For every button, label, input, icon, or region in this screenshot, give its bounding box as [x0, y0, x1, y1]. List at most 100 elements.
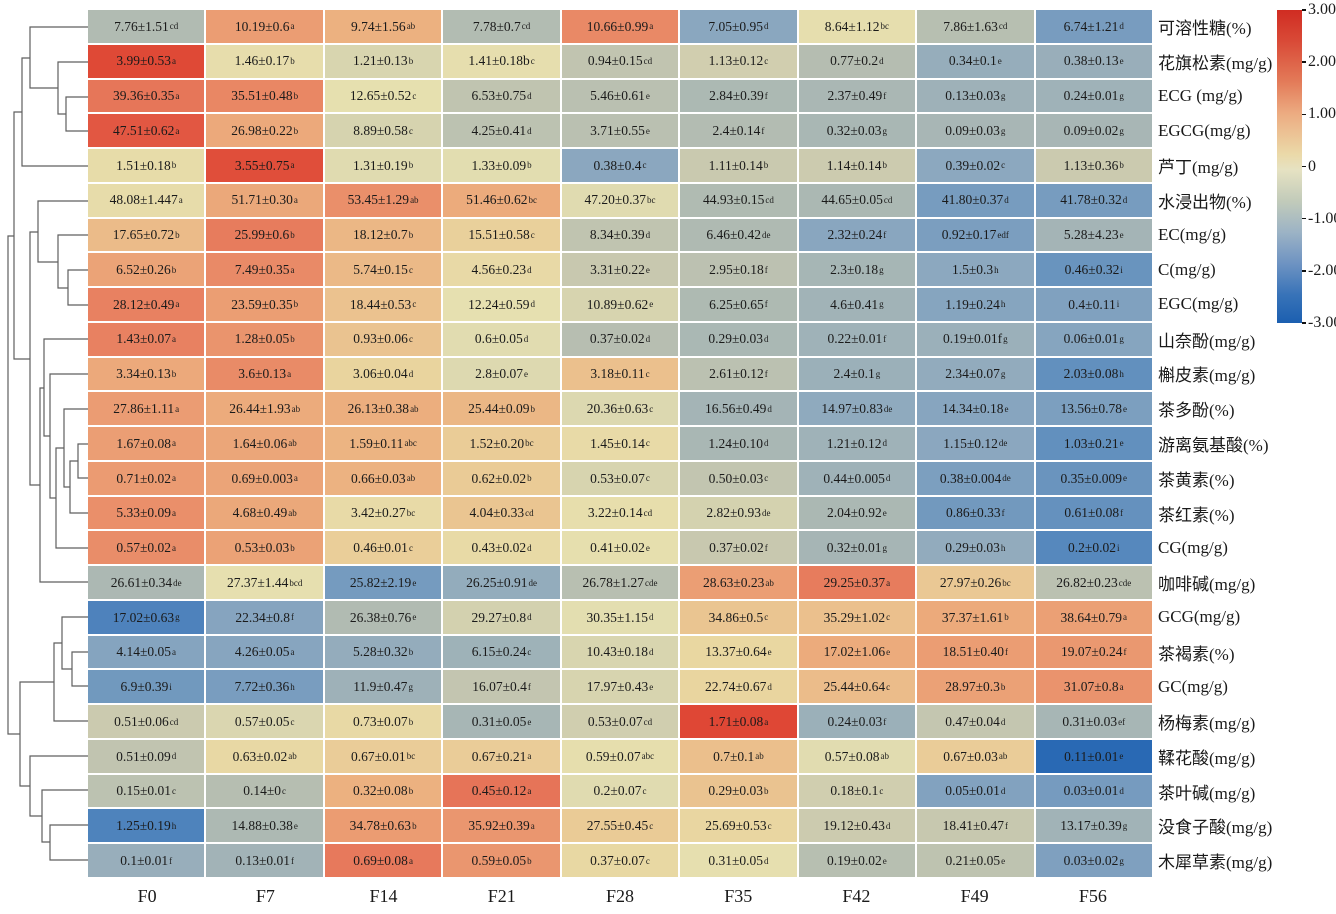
heatmap-cell: 0.57±0.02 a	[88, 531, 205, 565]
heatmap-cell: 0.67±0.03 ab	[917, 739, 1034, 773]
heatmap-cell: 13.17±0.39 g	[1035, 809, 1152, 843]
heatmap-cell: 0.41±0.02 e	[561, 531, 679, 565]
heatmap-cell: 7.76±1.51 cd	[88, 10, 205, 43]
heatmap-cell: 26.82±0.23 cde	[1035, 566, 1152, 599]
column-label: F56	[1078, 885, 1107, 906]
row-label: CG(mg/g)	[1158, 537, 1228, 557]
heatmap-cell: 4.68±0.49 ab	[206, 496, 323, 530]
row-label-column: 可溶性糖(%) 花旗松素(mg/g) ECG (mg/g) EGCG(mg/g) 芦丁(…	[1158, 10, 1276, 877]
heatmap-cell: 0.92±0.17 edf	[917, 218, 1034, 252]
x-axis-labels: F0 F7 F14 F21 F28 F35 F42 F49 F56	[88, 882, 1152, 910]
heatmap-cell: 0.05±0.01 d	[917, 774, 1034, 808]
column-label: F14	[369, 885, 398, 906]
heatmap-cell: 0.1±0.01 f	[88, 844, 205, 877]
heatmap-cell: 0.38±0.004 de	[917, 461, 1034, 495]
heatmap-cell: 0.06±0.01 g	[1035, 322, 1152, 356]
row-label: 茶黄素(%)	[1158, 470, 1235, 490]
heatmap-cell: 1.5±0.3 h	[917, 253, 1034, 287]
heatmap-cell: 0.32±0.08 b	[324, 774, 442, 808]
heatmap-cell: 17.97±0.43 e	[561, 670, 679, 704]
heatmap-cell: 37.37±1.61 b	[917, 600, 1034, 634]
heatmap-cell: 6.9±0.39 i	[88, 670, 205, 704]
heatmap-cell: 5.74±0.15 c	[324, 253, 442, 287]
heatmap-cell: 3.55±0.75 a	[206, 149, 323, 182]
column-label: F0	[137, 885, 157, 906]
colorbar-tick: 2.00	[1302, 54, 1336, 70]
heatmap-cell: 14.88±0.38 e	[206, 809, 323, 843]
heatmap-cell: 25.44±0.09 b	[443, 392, 560, 426]
heatmap-cell: 0.18±0.1 c	[798, 774, 916, 808]
heatmap-cell: 44.65±0.05 cd	[798, 183, 916, 217]
heatmap-cell: 2.61±0.12 f	[680, 357, 797, 391]
heatmap-cell: 0.38±0.4 c	[561, 149, 679, 182]
row-label: 茶褐素(%)	[1158, 644, 1235, 664]
heatmap-cell: 4.25±0.41 d	[443, 114, 560, 148]
row-label: 鞣花酸(mg/g)	[1158, 748, 1256, 768]
heatmap-cell: 28.63±0.23 ab	[680, 566, 797, 599]
heatmap-cell: 0.69±0.08 a	[324, 844, 442, 877]
heatmap-cell: 3.22±0.14 cd	[561, 496, 679, 530]
heatmap-cell: 35.92±0.39 a	[443, 809, 560, 843]
row-label: EGCG(mg/g)	[1158, 120, 1251, 140]
heatmap-cell: 2.34±0.07 g	[917, 357, 1034, 391]
heatmap-cell: 1.67±0.08 a	[88, 427, 205, 460]
row-label: 芦丁(mg/g)	[1158, 157, 1239, 177]
heatmap-cell: 1.24±0.10 d	[680, 427, 797, 460]
heatmap-cell: 38.64±0.79 a	[1035, 600, 1152, 634]
heatmap-cell: 0.31±0.03 ef	[1035, 705, 1152, 738]
heatmap-cell: 53.45±1.29 ab	[324, 183, 442, 217]
heatmap-cell: 0.57±0.05 c	[206, 705, 323, 738]
heatmap-cell: 0.66±0.03 ab	[324, 461, 442, 495]
heatmap-cell: 0.67±0.01 bc	[324, 739, 442, 773]
colorbar-tick: 3.00	[1302, 2, 1336, 18]
heatmap-cell: 0.71±0.02 a	[88, 461, 205, 495]
heatmap-cell: 0.29±0.03 b	[680, 774, 797, 808]
heatmap-cell: 2.3±0.18 g	[798, 253, 916, 287]
heatmap-cell: 7.72±0.36 h	[206, 670, 323, 704]
heatmap-cell: 1.52±0.20 bc	[443, 427, 560, 460]
heatmap-cell: 1.15±0.12 de	[917, 427, 1034, 460]
heatmap-cell: 0.39±0.02 c	[917, 149, 1034, 182]
heatmap-cell: 4.6±0.41 g	[798, 288, 916, 321]
heatmap-cell: 26.44±1.93 ab	[206, 392, 323, 426]
heatmap-cell: 20.36±0.63 c	[561, 392, 679, 426]
heatmap-cell: 6.15±0.24 c	[443, 635, 560, 669]
heatmap-cell: 3.71±0.55 e	[561, 114, 679, 148]
row-label: 山奈酚(mg/g)	[1158, 331, 1256, 351]
heatmap-cell: 0.45±0.12 a	[443, 774, 560, 808]
heatmap-cell: 18.51±0.40 f	[917, 635, 1034, 669]
heatmap-cell: 26.38±0.76 e	[324, 600, 442, 634]
heatmap-cell: 8.64±1.12 bc	[798, 10, 916, 43]
heatmap-cell: 0.13±0.01 f	[206, 844, 323, 877]
heatmap-cell: 10.89±0.62 e	[561, 288, 679, 321]
heatmap-cell: 0.69±0.003 a	[206, 461, 323, 495]
heatmap-cell: 31.07±0.8 a	[1035, 670, 1152, 704]
heatmap-cell: 26.13±0.38 ab	[324, 392, 442, 426]
heatmap-cell: 7.05±0.95 d	[680, 10, 797, 43]
heatmap-cell: 0.03±0.01 d	[1035, 774, 1152, 808]
row-label: ECG (mg/g)	[1158, 85, 1243, 105]
heatmap-cell: 18.44±0.53 c	[324, 288, 442, 321]
heatmap-cell: 2.04±0.92 e	[798, 496, 916, 530]
heatmap-cell: 39.36±0.35 a	[88, 79, 205, 113]
heatmap-cell: 44.93±0.15 cd	[680, 183, 797, 217]
row-label: 槲皮素(mg/g)	[1158, 366, 1256, 386]
heatmap-cell: 1.41±0.18b c	[443, 44, 560, 78]
heatmap-cell: 1.71±0.08 a	[680, 705, 797, 738]
heatmap-cell: 0.44±0.005 d	[798, 461, 916, 495]
heatmap-cell: 0.46±0.32 i	[1035, 253, 1152, 287]
heatmap-cell: 41.78±0.32 d	[1035, 183, 1152, 217]
row-label: EGC(mg/g)	[1158, 294, 1239, 314]
heatmap-cell: 51.71±0.30 a	[206, 183, 323, 217]
heatmap-cell: 34.78±0.63 b	[324, 809, 442, 843]
row-label: 咖啡碱(mg/g)	[1158, 575, 1256, 595]
heatmap-cell: 5.33±0.09 a	[88, 496, 205, 530]
heatmap-cell: 1.25±0.19 h	[88, 809, 205, 843]
heatmap-cell: 0.2±0.07 c	[561, 774, 679, 808]
heatmap-cell: 1.59±0.11 abc	[324, 427, 442, 460]
heatmap-cell: 0.32±0.03 g	[798, 114, 916, 148]
heatmap-cell: 0.57±0.08 ab	[798, 739, 916, 773]
heatmap-cell: 1.31±0.19 b	[324, 149, 442, 182]
colorbar-tick: 1.00	[1302, 106, 1336, 122]
heatmap-cell: 0.6±0.05 d	[443, 322, 560, 356]
